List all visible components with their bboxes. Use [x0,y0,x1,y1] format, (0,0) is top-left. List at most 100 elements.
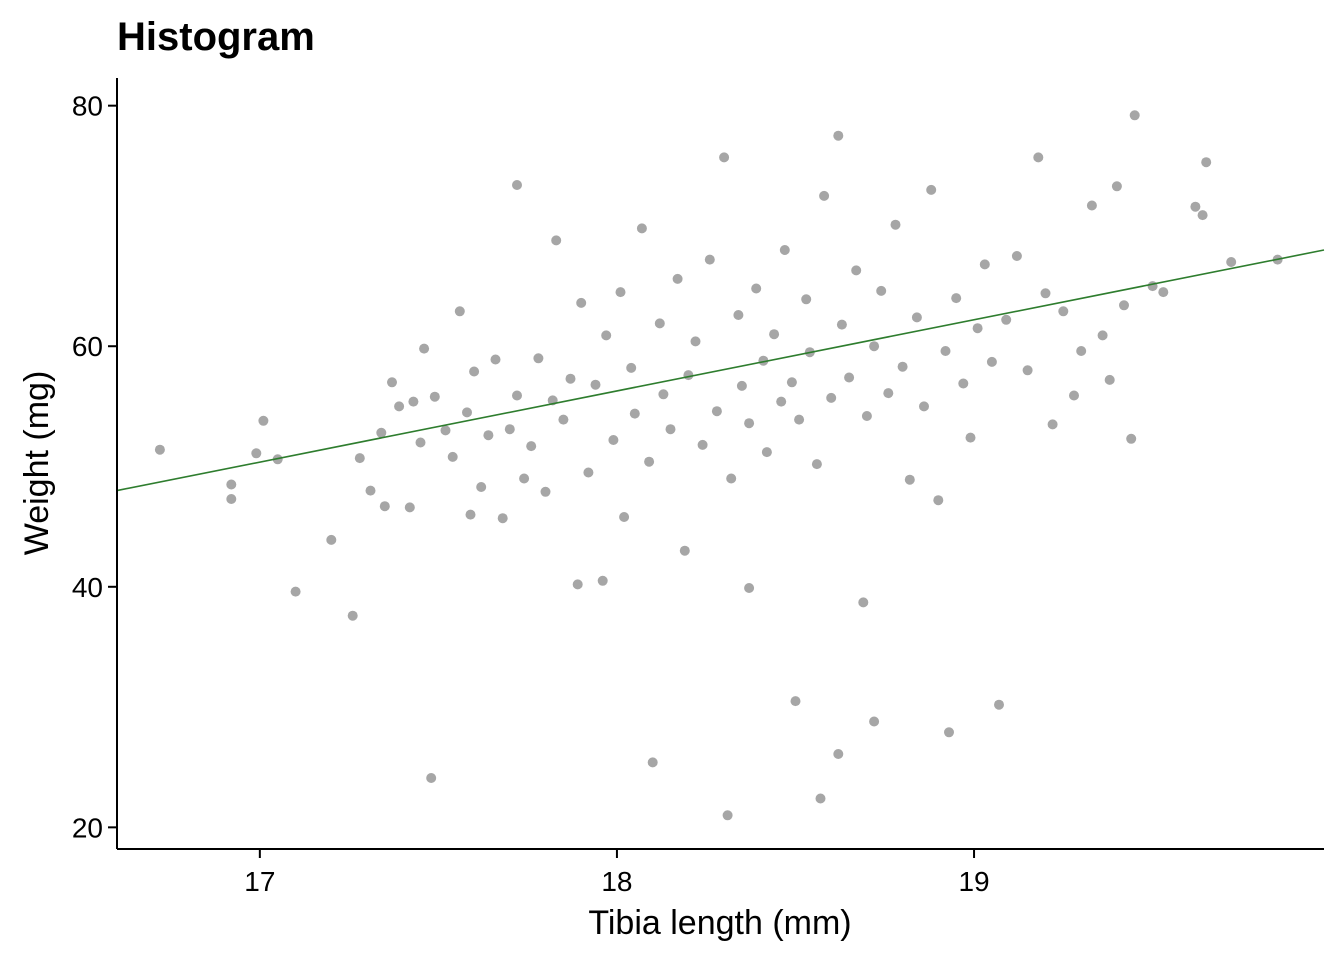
data-point [705,255,715,265]
x-axis-label: Tibia length (mm) [588,904,851,942]
data-point [448,452,458,462]
x-tick-label: 19 [958,866,989,897]
data-point [291,587,301,597]
data-point [608,435,618,445]
data-point [712,406,722,416]
data-point [637,223,647,233]
data-point [1112,181,1122,191]
data-point [1023,365,1033,375]
data-point [973,323,983,333]
data-point [655,318,665,328]
data-point [601,330,611,340]
data-point [683,370,693,380]
data-point [1226,257,1236,267]
data-point [376,428,386,438]
data-point [944,727,954,737]
data-point [426,773,436,783]
data-point [780,245,790,255]
data-point [816,794,826,804]
data-point [723,810,733,820]
data-point [919,401,929,411]
data-point [691,336,701,346]
data-point [898,362,908,372]
data-point [405,502,415,512]
data-point [462,407,472,417]
data-point [1130,110,1140,120]
data-point [812,459,822,469]
data-point [1198,210,1208,220]
data-point [844,373,854,383]
data-point [791,696,801,706]
data-point [512,180,522,190]
data-point [155,445,165,455]
data-point [455,306,465,316]
data-point [387,377,397,387]
data-point [526,441,536,451]
data-point [733,310,743,320]
data-point [1105,375,1115,385]
data-point [673,274,683,284]
data-point [933,495,943,505]
data-point [912,312,922,322]
data-point [851,265,861,275]
data-point [1001,315,1011,325]
data-point [483,430,493,440]
data-point [394,401,404,411]
y-tick-label: 80 [72,91,103,122]
data-point [251,448,261,458]
data-point [591,380,601,390]
data-point [558,415,568,425]
data-point [1201,157,1211,167]
data-point [787,377,797,387]
data-point [891,220,901,230]
data-point [719,152,729,162]
data-point [576,298,586,308]
data-point [1087,201,1097,211]
data-point [551,235,561,245]
data-point [987,357,997,367]
data-point [666,424,676,434]
data-point [469,367,479,377]
data-point [869,341,879,351]
data-point [1041,288,1051,298]
data-point [801,294,811,304]
y-axis-label: Weight (mg) [18,371,56,556]
data-point [762,447,772,457]
data-point [630,409,640,419]
data-point [1098,330,1108,340]
data-point [505,424,515,434]
data-point [573,579,583,589]
data-point [348,611,358,621]
data-point [1012,251,1022,261]
data-point [416,438,426,448]
data-point [837,320,847,330]
data-point [258,416,268,426]
x-tick-label: 18 [601,866,632,897]
data-point [994,700,1004,710]
data-point [744,583,754,593]
y-tick-label: 20 [72,812,103,843]
data-point [1158,287,1168,297]
data-point [616,287,626,297]
data-point [951,293,961,303]
chart-title: Histogram [117,15,315,59]
x-tick-label: 17 [244,866,275,897]
data-point [769,329,779,339]
data-point [1190,202,1200,212]
data-point [776,397,786,407]
data-point [491,355,501,365]
data-point [862,411,872,421]
data-point [744,418,754,428]
data-point [519,474,529,484]
data-point [905,475,915,485]
data-point [794,415,804,425]
data-point [226,480,236,490]
data-point [698,440,708,450]
data-point [751,284,761,294]
data-point [1033,152,1043,162]
data-point [869,717,879,727]
data-point [1048,419,1058,429]
data-point [430,392,440,402]
data-point [1148,281,1158,291]
